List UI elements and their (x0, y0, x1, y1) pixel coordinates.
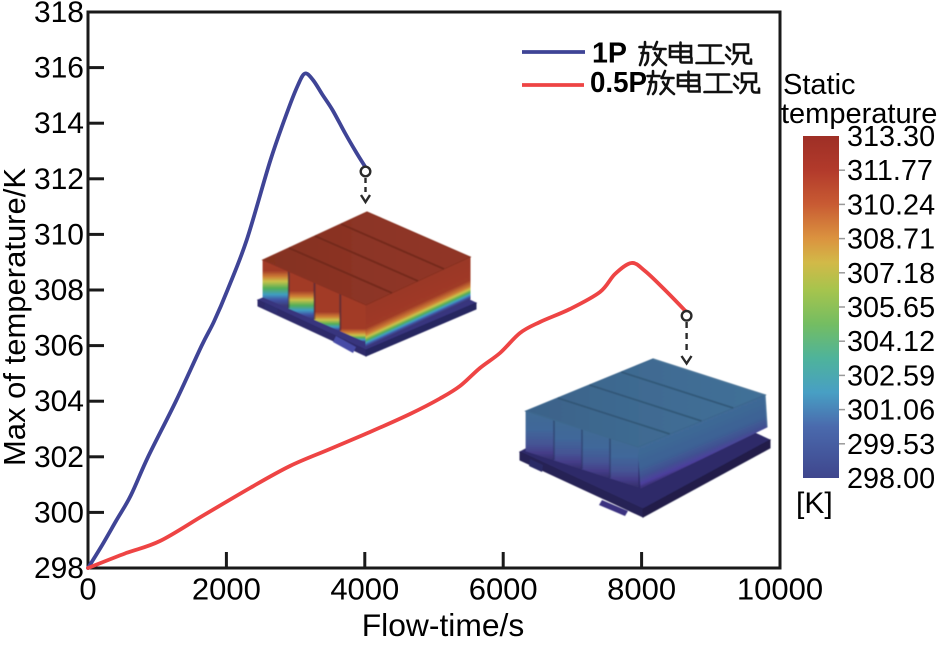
svg-text:1P: 1P (592, 38, 627, 70)
svg-text:4000: 4000 (330, 572, 399, 607)
svg-text:10000: 10000 (737, 572, 823, 607)
svg-text:305.65: 305.65 (847, 292, 935, 324)
svg-text:2000: 2000 (192, 572, 261, 607)
svg-text:307.18: 307.18 (847, 258, 935, 290)
svg-text:310.24: 310.24 (847, 189, 935, 221)
svg-text:304.12: 304.12 (847, 326, 935, 358)
svg-text:6000: 6000 (469, 572, 538, 607)
svg-text:8000: 8000 (607, 572, 676, 607)
svg-text:temperature: temperature (781, 98, 937, 130)
svg-text:306: 306 (34, 330, 84, 363)
svg-text:318: 318 (34, 0, 84, 29)
svg-text:Max of temperature/K: Max of temperature/K (0, 168, 32, 466)
svg-text:298: 298 (34, 552, 84, 585)
svg-text:308: 308 (34, 274, 84, 307)
svg-text:0: 0 (79, 572, 96, 607)
svg-text:304: 304 (34, 385, 84, 418)
svg-text:313.30: 313.30 (847, 121, 935, 153)
svg-text:298.00: 298.00 (847, 463, 935, 495)
svg-text:310: 310 (34, 218, 84, 251)
svg-text:300: 300 (34, 496, 84, 529)
svg-text:316: 316 (34, 52, 84, 85)
svg-text:302.59: 302.59 (847, 360, 935, 392)
svg-text:312: 312 (34, 163, 84, 196)
svg-text:302: 302 (34, 441, 84, 474)
svg-text:[K]: [K] (796, 487, 833, 520)
svg-text:Static: Static (783, 69, 856, 101)
svg-text:314: 314 (34, 107, 84, 140)
svg-text:301.06: 301.06 (847, 395, 935, 427)
svg-text:0.5P: 0.5P (590, 67, 647, 99)
svg-text:311.77: 311.77 (847, 155, 933, 187)
svg-text:308.71: 308.71 (847, 224, 935, 256)
svg-text:Flow-time/s: Flow-time/s (362, 607, 525, 643)
svg-text:299.53: 299.53 (847, 429, 935, 461)
